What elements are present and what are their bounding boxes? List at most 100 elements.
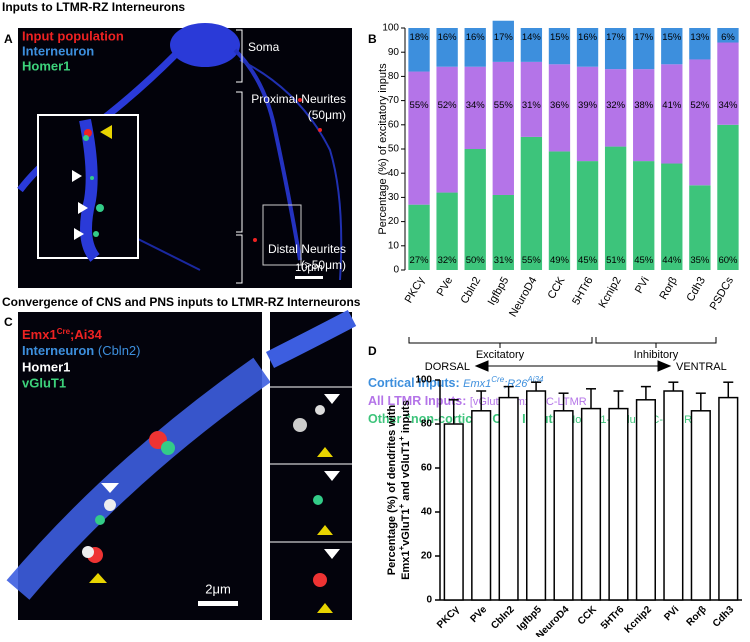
bar-segment [464, 28, 486, 67]
data-label: 17% [606, 32, 626, 43]
legend-text: Emx1Cre;Ai34 [22, 327, 103, 343]
bar [608, 407, 629, 601]
region-label: (50μm) [308, 108, 346, 122]
data-label: 18% [410, 32, 430, 43]
bar-segment [633, 161, 655, 270]
direction-label: VENTRAL [676, 361, 727, 373]
data-label: 51% [606, 255, 626, 266]
x-tick-label: PVi [633, 275, 652, 296]
y-tick-label: 40 [421, 507, 433, 518]
bar-segment [633, 69, 655, 162]
data-label: 13% [690, 32, 710, 43]
x-tick-label: Cbln2 [489, 604, 517, 632]
bar-segment [408, 28, 430, 72]
y-axis-label: Emx1+vGluT1+ and vGluT1+ inputs [397, 400, 412, 580]
micrograph-a [17, 23, 352, 288]
data-label: 27% [410, 255, 430, 266]
bar-segment [633, 28, 655, 70]
y-tick-label: 0 [393, 265, 399, 276]
bar [498, 396, 519, 601]
x-tick-label: PVi [662, 604, 681, 623]
bar [718, 396, 739, 601]
data-label: 55% [522, 255, 542, 266]
bar-segment [661, 28, 683, 65]
bar-segment [661, 163, 683, 270]
y-tick-label: 50 [388, 144, 400, 155]
bar [553, 410, 574, 601]
bar-segment [492, 20, 514, 62]
bar-segment [576, 66, 599, 162]
group-label: Inhibitory [634, 349, 679, 361]
data-label: 52% [690, 100, 710, 111]
x-tick-label: NeuroD4 [507, 275, 539, 319]
data-label: 45% [634, 255, 654, 266]
legend-text: Interneuron (Cbln2) [22, 343, 140, 358]
data-label: 31% [522, 100, 542, 111]
data-label: 34% [718, 100, 738, 111]
data-label: 14% [522, 32, 542, 43]
bar-segment [408, 71, 430, 205]
bar-segment [464, 149, 486, 270]
bar-segment [520, 61, 543, 137]
scale-label: 10μm [295, 262, 323, 274]
x-tick-label: Rorβ [685, 604, 709, 628]
x-tick-label: PSDCs [708, 275, 737, 313]
panel-label: B [368, 32, 377, 46]
y-tick-label: 100 [415, 375, 432, 386]
x-tick-label: CCK [576, 604, 600, 628]
x-tick-label: Rorβ [657, 275, 679, 302]
bar-segment [689, 59, 711, 186]
micrograph-c [6, 310, 357, 620]
group-brackets [408, 337, 717, 372]
x-tick-label: CCK [546, 274, 568, 301]
data-label: 50% [466, 255, 486, 266]
data-label: 55% [410, 100, 430, 111]
bar-segment [717, 124, 739, 270]
x-tick-label: PKCγ [435, 604, 462, 631]
x-tick-label: PKCγ [403, 275, 428, 306]
data-label: 52% [438, 100, 458, 111]
bar [690, 410, 711, 601]
data-label: 44% [662, 255, 682, 266]
y-tick-label: 60 [421, 463, 433, 474]
data-label: 32% [606, 100, 626, 111]
bar-segment [661, 64, 683, 164]
data-label: 17% [494, 32, 514, 43]
y-tick-label: 20 [388, 216, 400, 227]
bar [580, 407, 602, 601]
x-tick-label: 5HTr6 [570, 275, 595, 307]
legend-text: Input population [22, 28, 124, 43]
x-tick-label: Cdh3 [711, 604, 737, 630]
bar [526, 390, 547, 601]
bar [471, 410, 492, 601]
bar-segment [520, 28, 543, 62]
y-tick-label: 10 [388, 240, 400, 251]
bar-segment [604, 28, 627, 70]
region-label: (>50μm) [301, 258, 346, 272]
legend-name: Cortical Inputs: [368, 376, 460, 390]
bar-segment [604, 69, 627, 147]
region-label: Soma [248, 40, 280, 54]
data-label: 49% [550, 255, 570, 266]
data-label: 35% [690, 255, 710, 266]
y-tick-label: 100 [382, 23, 399, 34]
data-label: 31% [494, 255, 514, 266]
y-axis-label: Percentage (%) of dendrites with [386, 404, 398, 575]
bar-segment [492, 194, 514, 270]
data-label: 38% [634, 100, 654, 111]
y-tick-label: 80 [421, 419, 433, 430]
x-tick-label: PVe [468, 604, 489, 625]
y-axis-label: Percentage (%) of excitatory inputs [377, 63, 389, 235]
data-label: 6% [721, 32, 735, 43]
data-label: 34% [466, 100, 486, 111]
y-tick-label: 90 [388, 47, 400, 58]
panel-label: A [4, 32, 13, 46]
bar-segment [464, 66, 486, 149]
x-tick-label: Cbln2 [459, 275, 484, 306]
legend-text: vGluT1 [22, 375, 66, 390]
data-label: 36% [550, 100, 570, 111]
y-tick-label: 70 [388, 95, 400, 106]
data-label: 17% [634, 32, 654, 43]
figure-title: Inputs to LTMR-RZ Interneurons [2, 0, 185, 14]
legend-text: (Cbln2) [98, 343, 141, 358]
